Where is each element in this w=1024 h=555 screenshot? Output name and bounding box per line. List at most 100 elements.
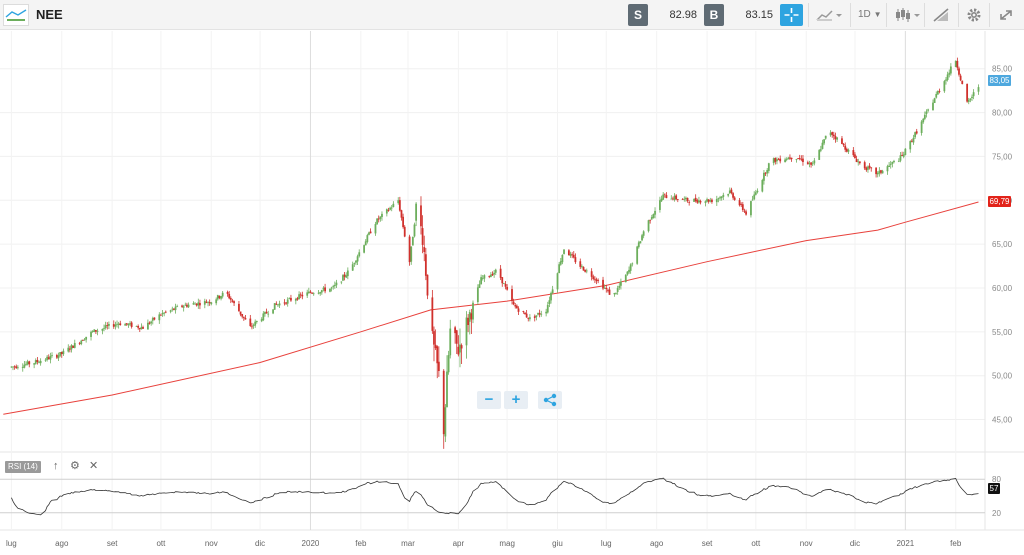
candle-body [343,274,346,277]
chart-style-icon[interactable] [814,4,844,26]
candlestick-icon[interactable] [892,4,922,26]
settings-icon[interactable] [962,4,986,26]
move-up-icon[interactable]: ↑ [53,460,59,472]
candle-body [426,274,429,296]
candle-body [870,167,873,169]
candle-body [676,199,679,200]
candle-body [738,200,741,206]
candle-body [935,94,938,98]
share-icon[interactable] [538,391,562,409]
candle-body [436,346,439,364]
candle-body [411,236,414,246]
candle-body [971,96,973,99]
candle-body [472,302,474,320]
candle-body [94,330,97,332]
candle-body [533,316,536,318]
y-tick-label: 55,00 [992,328,1013,337]
candle-body [670,198,673,200]
candle-body [140,326,143,330]
candle-body [403,226,406,237]
candle-body [23,364,26,368]
x-tick-label: 2021 [896,539,914,548]
candle-body [160,314,162,316]
candle-body [208,302,211,304]
candle-body [831,132,834,135]
candle-body [652,214,655,218]
candle-body [616,288,619,292]
candle-body [923,114,926,119]
candle-body [867,166,869,170]
candle-body [704,201,707,203]
toolbar-divider [808,3,809,27]
candle-body [876,172,879,175]
candle-body [624,274,627,283]
candle-body [455,330,458,344]
candle-body [823,139,825,144]
fullscreen-icon[interactable] [994,4,1018,26]
candle-body [255,320,258,322]
candle-body [865,167,868,171]
candle-body [766,170,769,174]
candle-body [265,311,268,314]
candle-body [819,149,822,151]
candle-body [363,245,365,253]
candle-body [312,293,315,295]
candle-body [863,162,866,169]
x-axis: lug ago set ott nov dic 2020 feb mar apr mag giu lug… [6,539,962,548]
candle-body [688,201,691,203]
drawing-tools-icon[interactable] [929,4,955,26]
candle-body [938,90,941,92]
candle-body [442,370,445,435]
candle-body [852,150,855,156]
candle-body [559,261,562,265]
candle-body [203,300,206,305]
candle-body [38,362,40,364]
candle-body [173,308,175,310]
candle-body [499,268,502,278]
chart-area[interactable]: 45,0050,0055,0060,0065,0070,0075,0080,00… [0,31,1024,555]
candle-body [592,276,595,279]
buy-button[interactable]: B [704,4,724,26]
sell-button[interactable]: S [628,4,648,26]
candle-body [546,304,549,313]
y-tick-label: 80,00 [992,109,1013,118]
candle-body [933,98,936,103]
candle-body [776,159,778,162]
timeframe-selector[interactable]: 1D ▼ [858,4,882,26]
candle-body [358,252,361,257]
candle-body [590,271,593,277]
zoom-in-button[interactable]: + [504,391,528,409]
rsi-indicator-label[interactable]: RSI (14) [5,461,41,473]
candle-body [904,148,907,155]
candle-body [558,264,561,274]
candle-body [299,294,302,296]
candle-body [537,313,539,315]
candle-body [33,363,36,365]
buy-price[interactable]: 83.15 [745,9,773,21]
candle-body [834,136,837,140]
candle-body [410,246,413,262]
candle-body [311,292,313,294]
candle-body [290,297,292,301]
candle-body [59,352,62,356]
candle-body [444,407,447,437]
company-logo [3,4,29,26]
crosshair-icon[interactable] [780,4,803,26]
candle-body [841,138,843,144]
candle-body [800,158,803,160]
zoom-out-button[interactable]: − [477,391,501,409]
candle-body [104,325,107,329]
gear-icon[interactable]: ⚙ [70,460,80,472]
candle-body [489,274,492,278]
sell-price[interactable]: 82.98 [669,9,697,21]
candle-body [465,317,468,346]
candle-body [93,329,96,332]
candle-body [127,324,130,326]
candle-body [527,317,530,319]
candle-body [278,303,281,306]
close-icon[interactable]: ✕ [89,460,99,472]
y-tick-label: 50,00 [992,372,1013,381]
candle-body [83,339,86,341]
candle-body [319,292,322,294]
candle-body [116,323,118,325]
